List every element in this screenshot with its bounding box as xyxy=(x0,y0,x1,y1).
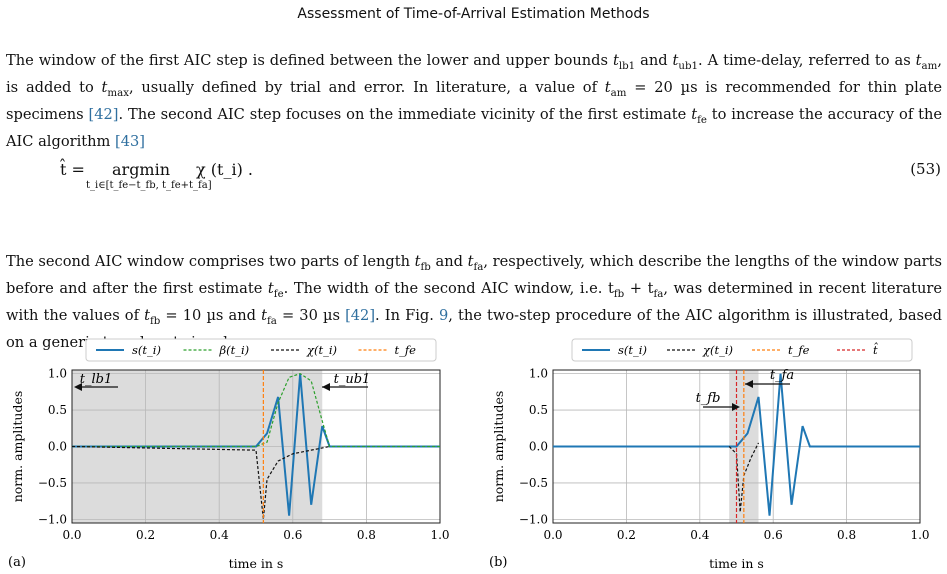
shaded-window xyxy=(72,370,323,523)
x-tick-label: 0.0 xyxy=(62,528,81,542)
equation-number: (53) xyxy=(910,160,941,178)
x-tick-label: 1.0 xyxy=(910,528,929,542)
x-tick-label: 1.0 xyxy=(430,528,449,542)
x-tick-label: 0.2 xyxy=(136,528,155,542)
citation-link[interactable]: [42] xyxy=(88,105,119,123)
running-header: Assessment of Time-of-Arrival Estimation… xyxy=(297,6,650,22)
equation-operator: argmin xyxy=(112,160,171,179)
y-tick-label: −0.5 xyxy=(38,476,67,490)
equation-rhs: χ (t_i) . xyxy=(196,160,253,179)
y-tick-label: −1.0 xyxy=(38,512,67,526)
y-tick-label: 0.5 xyxy=(529,403,548,417)
y-tick-label: 0.0 xyxy=(48,440,67,454)
y-axis-label: norm. amplitudes xyxy=(491,391,506,503)
x-tick-label: 0.0 xyxy=(543,528,562,542)
annotation-t-fb: t_fb xyxy=(696,391,721,406)
x-tick-label: 0.2 xyxy=(617,528,636,542)
y-axis-label: norm. amplitudes xyxy=(10,391,25,503)
arrowhead xyxy=(322,383,330,391)
equation-lhs: t̂ = xyxy=(60,160,85,179)
arrowhead xyxy=(745,380,753,388)
x-tick-label: 0.6 xyxy=(283,528,302,542)
citation-link[interactable]: [43] xyxy=(115,132,145,150)
citation-link[interactable]: [42] xyxy=(345,306,376,324)
y-tick-label: −1.0 xyxy=(519,512,548,526)
series-line xyxy=(71,445,330,520)
arrowhead xyxy=(732,403,740,411)
x-tick-label: 0.4 xyxy=(210,528,229,542)
x-tick-label: 0.8 xyxy=(357,528,376,542)
x-axis-label: time in s xyxy=(709,556,764,571)
shaded-window xyxy=(729,370,759,523)
x-tick-label: 0.6 xyxy=(764,528,783,542)
y-tick-label: −0.5 xyxy=(519,476,548,490)
panel-label: (b) xyxy=(489,555,507,570)
series-line xyxy=(553,373,920,516)
paragraph-1: The window of the first AIC step is defi… xyxy=(6,52,942,150)
x-axis-label: time in s xyxy=(229,556,284,571)
panel-label: (a) xyxy=(8,555,26,570)
arrowhead xyxy=(74,383,82,391)
y-tick-label: 0.5 xyxy=(48,403,67,417)
annotation-t-fa: t_fa xyxy=(770,368,794,383)
series-line xyxy=(728,442,760,513)
plot-frame xyxy=(552,369,921,524)
plot-frame xyxy=(71,369,441,524)
figure-link[interactable]: 9 xyxy=(438,306,449,324)
x-tick-label: 0.8 xyxy=(837,528,856,542)
equation-53: t̂ = argmin t_i∈[t_fe−t_fb, t_fe+t_fa] χ… xyxy=(0,156,947,206)
annotation-t-lb1: t_lb1 xyxy=(80,372,112,387)
x-tick-label: 0.4 xyxy=(690,528,709,542)
y-tick-label: 1.0 xyxy=(48,367,67,381)
series-line xyxy=(72,372,440,448)
y-tick-label: 1.0 xyxy=(529,367,548,381)
annotation-t-ub1: t_ub1 xyxy=(334,372,371,387)
y-tick-label: 0.0 xyxy=(529,440,548,454)
series-line xyxy=(72,373,440,516)
equation-subscript: t_i∈[t_fe−t_fb, t_fe+t_fa] xyxy=(86,180,212,191)
paragraph-2: The second AIC window comprises two part… xyxy=(6,253,943,351)
